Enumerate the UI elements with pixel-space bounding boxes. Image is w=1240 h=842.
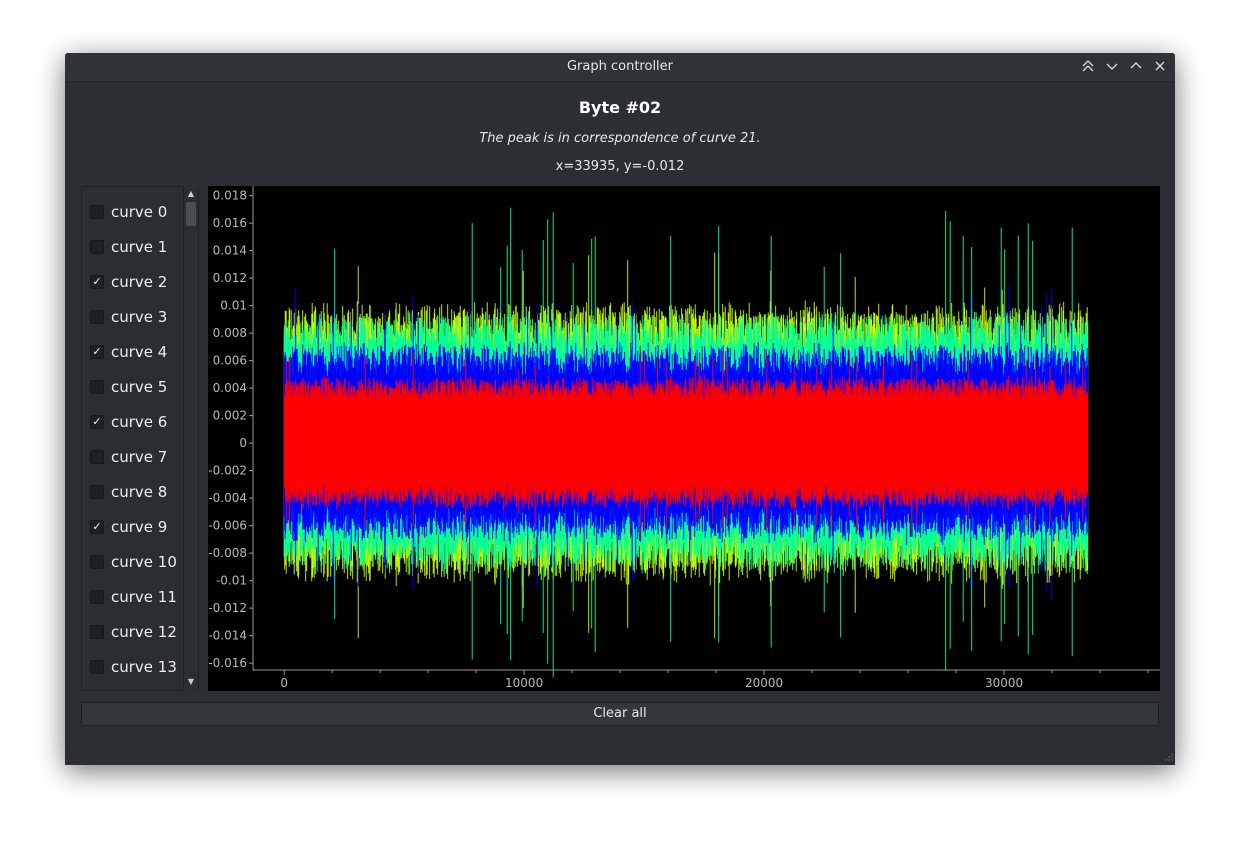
curve-checkbox[interactable] <box>90 205 104 219</box>
curve-item[interactable]: curve 11 <box>90 585 188 609</box>
curve-label: curve 0 <box>111 203 168 221</box>
curve-checkbox[interactable] <box>90 450 104 464</box>
curve-checkbox[interactable] <box>90 625 104 639</box>
curve-label: curve 1 <box>111 238 168 256</box>
graph-controller-window: Graph controller Byte #02 The peak is in… <box>65 53 1175 765</box>
y-tick-label: -0.016 <box>208 656 247 670</box>
y-tick-label: 0.016 <box>213 216 247 230</box>
y-tick-label: 0.006 <box>213 354 247 368</box>
data-series-line <box>283 345 1089 539</box>
curve-item[interactable]: curve 7 <box>90 445 188 469</box>
curve-list-scrollbar[interactable]: ▲ ▼ <box>183 186 198 691</box>
scroll-up-icon[interactable]: ▲ <box>187 189 195 198</box>
curve-item[interactable]: ✓ curve 9 <box>90 515 188 539</box>
y-tick-label: 0.008 <box>213 326 247 340</box>
curve-label: curve 11 <box>111 588 177 606</box>
y-tick-label: -0.006 <box>208 519 247 533</box>
curve-label: curve 7 <box>111 448 168 466</box>
y-tick-label: -0.012 <box>208 601 247 615</box>
clear-all-button[interactable]: Clear all <box>81 702 1159 726</box>
curve-checkbox[interactable]: ✓ <box>90 345 104 359</box>
curve-checkbox[interactable] <box>90 555 104 569</box>
graph-title: Byte #02 <box>578 98 662 117</box>
x-tick-label: 10000 <box>505 676 543 690</box>
y-tick-label: -0.01 <box>216 574 247 588</box>
minimize-icon[interactable] <box>1103 58 1121 76</box>
curve-item[interactable]: ✓ curve 2 <box>90 270 188 294</box>
curve-label: curve 4 <box>111 343 168 361</box>
y-tick-label: -0.002 <box>208 464 247 478</box>
curve-item[interactable]: ✓ curve 6 <box>90 410 188 434</box>
plot-area[interactable]: 0.018 0.016 0.014 0.012 0.01 0.008 0.006 0.004 0… <box>208 186 1160 691</box>
curve-label: curve 10 <box>111 553 177 571</box>
curve-checkbox[interactable] <box>90 310 104 324</box>
curve-checkbox[interactable]: ✓ <box>90 520 104 534</box>
x-tick-label: 30000 <box>985 676 1023 690</box>
y-tick-label: 0.002 <box>213 409 247 423</box>
curve-list[interactable]: curve 0 curve 1 ✓ curve 2 curve 3 ✓ curve 4 cur… <box>81 186 199 691</box>
x-tick-label: 0 <box>280 676 288 690</box>
title-bar[interactable]: Graph controller <box>65 53 1175 82</box>
curve-label: curve 13 <box>111 658 177 676</box>
close-icon[interactable] <box>1151 58 1169 76</box>
curve-checkbox[interactable] <box>90 380 104 394</box>
curve-checkbox[interactable]: ✓ <box>90 415 104 429</box>
x-tick-label: 20000 <box>745 676 783 690</box>
curve-label: curve 3 <box>111 308 168 326</box>
keep-above-icon[interactable] <box>1079 58 1097 76</box>
plot-canvas[interactable]: 0.018 0.016 0.014 0.012 0.01 0.008 0.006 0.004 0… <box>208 186 1160 691</box>
peak-description: The peak is in correspondence of curve 2… <box>479 131 761 146</box>
y-tick-label: 0.01 <box>220 299 247 313</box>
curve-label: curve 12 <box>111 623 177 641</box>
y-tick-label: 0.004 <box>213 381 247 395</box>
scrollbar-thumb[interactable] <box>186 202 196 226</box>
curve-label: curve 6 <box>111 413 168 431</box>
curve-item[interactable]: curve 10 <box>90 550 188 574</box>
y-tick-label: 0.012 <box>213 271 247 285</box>
curve-checkbox[interactable] <box>90 590 104 604</box>
curve-item[interactable]: ✓ curve 4 <box>90 340 188 364</box>
curve-item[interactable]: curve 1 <box>90 235 188 259</box>
curve-label: curve 5 <box>111 378 168 396</box>
curve-label: curve 2 <box>111 273 168 291</box>
curve-item[interactable]: curve 5 <box>90 375 188 399</box>
curve-checkbox[interactable] <box>90 660 104 674</box>
curve-checkbox[interactable] <box>90 485 104 499</box>
window-title: Graph controller <box>566 59 674 74</box>
y-tick-label: -0.014 <box>208 629 247 643</box>
cursor-coordinates: x=33935, y=-0.012 <box>555 159 685 174</box>
curve-item[interactable]: curve 8 <box>90 480 188 504</box>
curve-checkbox[interactable] <box>90 240 104 254</box>
y-tick-label: 0.014 <box>213 244 247 258</box>
curve-label: curve 8 <box>111 483 168 501</box>
y-tick-label: -0.004 <box>208 491 247 505</box>
resize-grip-icon[interactable] <box>1163 753 1173 763</box>
curve-label: curve 9 <box>111 518 168 536</box>
curve-checkbox[interactable]: ✓ <box>90 275 104 289</box>
y-tick-label: 0.018 <box>213 189 247 203</box>
maximize-icon[interactable] <box>1127 58 1145 76</box>
y-tick-label: -0.008 <box>208 546 247 560</box>
y-tick-label: 0 <box>239 436 247 450</box>
curve-item[interactable]: curve 13 <box>90 655 188 679</box>
scroll-down-icon[interactable]: ▼ <box>187 677 195 686</box>
curve-item[interactable]: curve 12 <box>90 620 188 644</box>
curve-item[interactable]: curve 3 <box>90 305 188 329</box>
curve-item[interactable]: curve 0 <box>90 200 188 224</box>
